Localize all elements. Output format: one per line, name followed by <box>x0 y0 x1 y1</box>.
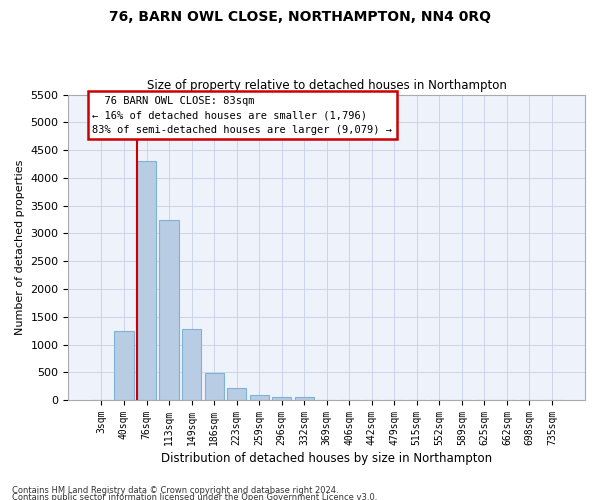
Bar <box>137 161 156 400</box>
Bar <box>182 329 201 400</box>
Bar <box>295 397 314 400</box>
Text: 76, BARN OWL CLOSE, NORTHAMPTON, NN4 0RQ: 76, BARN OWL CLOSE, NORTHAMPTON, NN4 0RQ <box>109 10 491 24</box>
Text: 76 BARN OWL CLOSE: 83sqm
← 16% of detached houses are smaller (1,796)
83% of sem: 76 BARN OWL CLOSE: 83sqm ← 16% of detach… <box>92 96 392 136</box>
Bar <box>205 374 224 400</box>
Text: Contains HM Land Registry data © Crown copyright and database right 2024.: Contains HM Land Registry data © Crown c… <box>12 486 338 495</box>
Title: Size of property relative to detached houses in Northampton: Size of property relative to detached ho… <box>147 79 506 92</box>
Bar <box>250 395 269 400</box>
Y-axis label: Number of detached properties: Number of detached properties <box>15 160 25 335</box>
Bar <box>227 388 246 400</box>
Bar <box>115 330 134 400</box>
X-axis label: Distribution of detached houses by size in Northampton: Distribution of detached houses by size … <box>161 452 492 465</box>
Text: Contains public sector information licensed under the Open Government Licence v3: Contains public sector information licen… <box>12 494 377 500</box>
Bar <box>272 397 291 400</box>
Bar <box>160 220 179 400</box>
